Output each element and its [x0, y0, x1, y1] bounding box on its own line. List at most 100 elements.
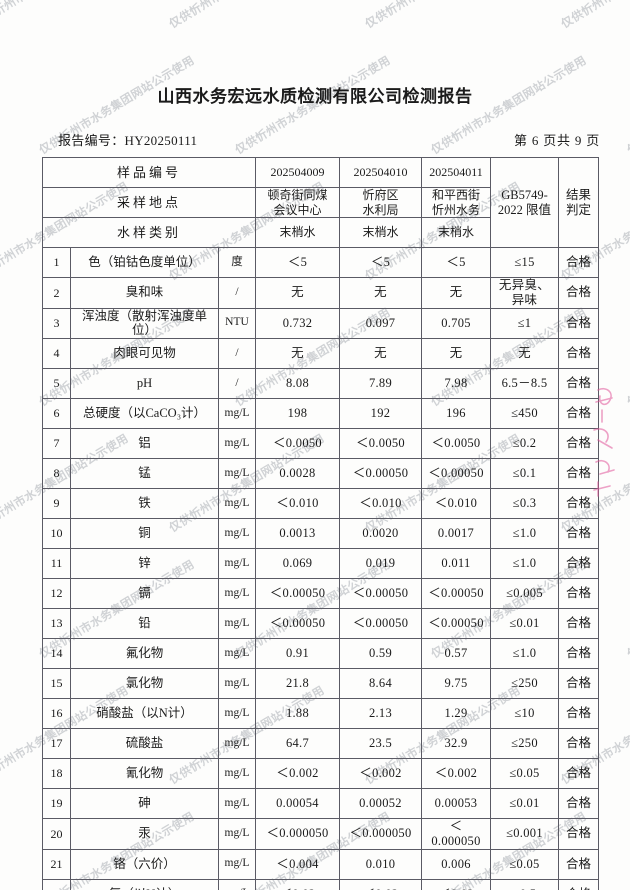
limit-value: ≤450 [490, 398, 559, 429]
parameter-name: 锰 [70, 458, 219, 489]
result-verdict: 合格 [558, 307, 599, 339]
result-verdict: 合格 [558, 428, 599, 459]
limit-value: ≤1.0 [490, 638, 559, 669]
unit: mg/L [218, 728, 256, 759]
unit: mg/L [218, 638, 256, 669]
unit: mg/L [218, 608, 256, 639]
limit-value: ≤250 [490, 728, 559, 759]
value-sample-1: 0.0013 [255, 518, 340, 549]
parameter-name: 总硬度（以CaCO₃计） [70, 398, 219, 429]
value-sample-1: ＜0.00050 [255, 578, 340, 609]
value-sample-2: 0.0020 [339, 518, 422, 549]
value-sample-1: ＜0.002 [255, 758, 340, 789]
value-sample-2: 7.89 [339, 368, 422, 399]
verdict-column-header: 结果判定 [558, 157, 599, 248]
value-sample-2: ＜0.000050 [339, 818, 422, 850]
limit-value: ≤1.0 [490, 518, 559, 549]
parameter-name: 氨（以N计） [70, 878, 219, 890]
value-sample-1: 无 [255, 338, 340, 369]
water-type-label: 水样类别 [42, 217, 256, 248]
row-index: 12 [42, 578, 71, 609]
parameter-name: 锌 [70, 548, 219, 579]
table-row: 17 硫酸盐 mg/L 64.7 23.5 32.9 ≤250 合格 [42, 728, 599, 759]
row-index: 20 [42, 818, 71, 850]
value-sample-3: 0.0017 [421, 518, 491, 549]
unit: mg/L [218, 818, 256, 850]
row-index: 11 [42, 548, 71, 579]
sample-no-1: 202504009 [255, 157, 340, 188]
result-verdict: 合格 [558, 548, 599, 579]
limit-value: ≤0.1 [490, 458, 559, 489]
table-row: 13 铅 mg/L ＜0.00050 ＜0.00050 ＜0.00050 ≤0.01 合格 [42, 608, 599, 639]
unit: mg/L [218, 548, 256, 579]
value-sample-2: 0.010 [339, 848, 422, 880]
unit: mg/L [218, 488, 256, 519]
value-sample-3: ＜5 [421, 247, 491, 278]
row-index: 8 [42, 458, 71, 489]
value-sample-2: 0.097 [339, 307, 422, 339]
row-index: 3 [42, 307, 71, 339]
unit: mg/L [218, 698, 256, 729]
result-verdict: 合格 [558, 668, 599, 699]
limit-value: ≤0.005 [490, 578, 559, 609]
parameter-name: 铁 [70, 488, 219, 519]
parameter-name: pH [70, 368, 219, 399]
table-row: 16 硝酸盐（以N计） mg/L 1.88 2.13 1.29 ≤10 合格 [42, 698, 599, 729]
page-indicator: 第 6 页共 9 页 [514, 133, 600, 148]
value-sample-3: 无 [421, 338, 491, 369]
value-sample-1: 8.08 [255, 368, 340, 399]
parameter-name: 汞 [70, 818, 219, 850]
table-row: 20 汞 mg/L ＜0.000050 ＜0.000050 ＜0.000050 ≤0.001… [42, 818, 599, 850]
value-sample-1: ＜0.010 [255, 488, 340, 519]
water-type-2: 末梢水 [339, 217, 422, 248]
value-sample-3: 无 [421, 277, 491, 309]
parameter-name: 砷 [70, 788, 219, 819]
row-index: 22 [42, 878, 71, 890]
value-sample-2: ＜0.00050 [339, 608, 422, 639]
report-meta-row: 报告编号：HY20250111 第 6 页共 9 页 [58, 130, 600, 149]
table-row: 11 锌 mg/L 0.069 0.019 0.011 ≤1.0 合格 [42, 548, 599, 579]
unit: mg/L [218, 518, 256, 549]
value-sample-1: 无 [255, 277, 340, 309]
value-sample-3: 0.006 [421, 848, 491, 880]
limit-value: ≤0.5 [490, 878, 559, 890]
table-row: 10 铜 mg/L 0.0013 0.0020 0.0017 ≤1.0 合格 [42, 518, 599, 549]
value-sample-2: 无 [339, 338, 422, 369]
result-verdict: 合格 [558, 277, 599, 309]
table-row: 22氨（以N计）mg/L＜0.02＜0.02＜0.02≤0.5合格 [42, 878, 599, 890]
table-row: 1 色（铂钴色度单位）度＜5 ＜5 ＜5 ≤15 合格 [42, 247, 599, 278]
value-sample-3: ＜0.02 [421, 878, 491, 890]
value-sample-2: ＜0.02 [339, 878, 422, 890]
value-sample-3: 0.57 [421, 638, 491, 669]
result-verdict: 合格 [558, 848, 599, 880]
value-sample-3: 0.705 [421, 307, 491, 339]
value-sample-3: ＜0.00050 [421, 458, 491, 489]
row-index: 2 [42, 277, 71, 309]
value-sample-1: ＜0.0050 [255, 428, 340, 459]
sampling-site-3: 和平西街 忻州水务 [421, 187, 491, 218]
limit-value: ≤15 [490, 247, 559, 278]
row-index: 15 [42, 668, 71, 699]
limit-value: 6.5－8.5 [490, 368, 559, 399]
value-sample-2: ＜0.0050 [339, 428, 422, 459]
value-sample-1: 0.91 [255, 638, 340, 669]
value-sample-1: 21.8 [255, 668, 340, 699]
limit-value: 无 [490, 338, 559, 369]
water-type-3: 末梢水 [421, 217, 491, 248]
parameter-name: 氟化物 [70, 638, 219, 669]
value-sample-3: ＜0.00050 [421, 608, 491, 639]
value-sample-1: ＜0.000050 [255, 818, 340, 850]
unit: / [218, 368, 256, 399]
value-sample-1: ＜5 [255, 247, 340, 278]
table-row: 21 铬（六价） mg/L ＜0.004 0.010 0.006 ≤0.05 合格 [42, 848, 599, 880]
row-index: 6 [42, 398, 71, 429]
value-sample-2: 0.00052 [339, 788, 422, 819]
result-verdict: 合格 [558, 758, 599, 789]
parameter-name: 浑浊度（散射浑浊度单位） [70, 307, 219, 339]
sampling-site-label: 采样地点 [42, 187, 256, 218]
limit-value: ≤0.05 [490, 758, 559, 789]
result-verdict: 合格 [558, 247, 599, 278]
unit: NTU [218, 307, 256, 339]
result-verdict: 合格 [558, 698, 599, 729]
